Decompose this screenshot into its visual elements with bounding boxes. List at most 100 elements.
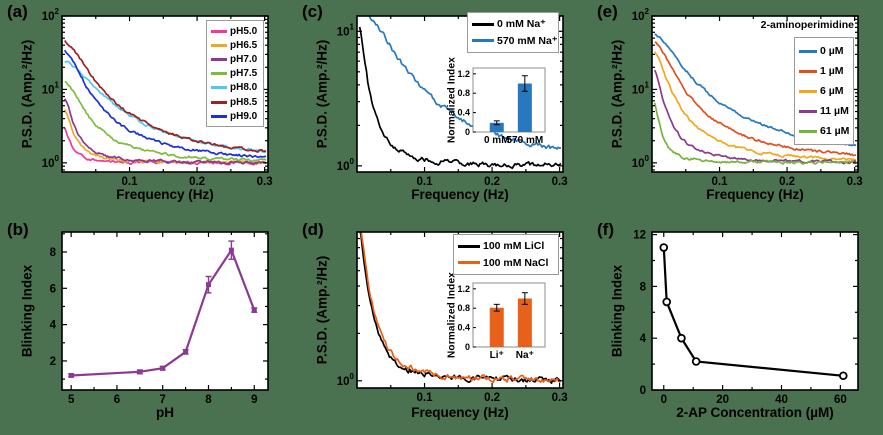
legend-line-swatch	[211, 114, 227, 118]
panel-e-y-axis-title: P.S.D. (Amp.²/Hz)	[609, 39, 625, 149]
legend-line-swatch	[211, 100, 227, 104]
svg-text:0.1: 0.1	[417, 176, 434, 188]
legend-label: 6 µM	[820, 85, 844, 97]
legend-label: pH8.0	[230, 82, 258, 94]
svg-text:4: 4	[50, 320, 57, 332]
legend-item-ph9-0: pH9.0	[211, 109, 261, 123]
panel-e-chart: 0.1 0.2 0.3 100 101 102	[632, 7, 863, 188]
svg-text:6: 6	[50, 283, 56, 295]
legend-label: 100 mM LiCl	[483, 240, 545, 253]
panel-e-x-axis-title: Frequency (Hz)	[706, 187, 804, 202]
legend-line-swatch	[799, 89, 817, 93]
panel-d-legend: 100 mM LiCl 100 mM NaCl	[453, 234, 559, 275]
panel-a-y-axis-title: P.S.D. (Amp.²/Hz)	[19, 39, 35, 149]
legend-line-swatch	[799, 109, 817, 113]
legend-item-ph8-0: pH8.0	[211, 81, 261, 95]
panel-e-legend: 0 µM 1 µM 6 µM 11 µM 61 µM	[794, 37, 854, 145]
svg-text:0.2: 0.2	[484, 176, 500, 188]
legend-line-swatch	[458, 261, 480, 265]
panel-f-x-axis-title: 2-AP Concentration (µM)	[676, 405, 834, 420]
svg-text:8: 8	[205, 394, 212, 406]
svg-text:20: 20	[716, 394, 729, 406]
panel-f-y-axis-title: Blinking Index	[609, 264, 625, 358]
panel-a-legend: pH5.0 pH6.5 pH7.0 pH7.5 pH8.0 pH8.5 pH9.0	[206, 20, 264, 128]
legend-label: pH9.0	[230, 110, 258, 122]
legend-label: pH5.0	[230, 25, 258, 37]
svg-text:0: 0	[465, 342, 470, 352]
svg-text:1.2: 1.2	[457, 69, 470, 79]
legend-line-swatch	[211, 29, 227, 33]
panel-b-y-axis-title: Blinking Index	[19, 264, 35, 358]
legend-line-swatch	[211, 43, 227, 47]
svg-text:6: 6	[114, 394, 120, 406]
svg-text:570 mM: 570 mM	[506, 135, 543, 146]
legend-label: 0 mM Na⁺	[497, 18, 546, 31]
svg-text:101: 101	[337, 22, 355, 38]
legend-label: pH7.0	[230, 53, 258, 65]
svg-text:0: 0	[640, 385, 646, 397]
svg-text:100: 100	[632, 154, 650, 170]
legend-label: pH7.5	[230, 68, 258, 80]
svg-text:100: 100	[337, 372, 355, 388]
panel-a: 0.1 0.2 0.3 100 101 102 (a) P.S.D. (Amp.²/Hz)…	[0, 0, 295, 210]
panel-a-tag: (a)	[7, 2, 28, 21]
legend-label: 0 µM	[820, 45, 844, 57]
svg-text:Li⁺: Li⁺	[490, 350, 504, 361]
panel-d-x-axis-title: Frequency (Hz)	[411, 405, 509, 420]
svg-text:0.1: 0.1	[122, 176, 139, 188]
legend-item-ph8-5: pH8.5	[211, 95, 261, 109]
legend-line-swatch	[799, 129, 817, 133]
legend-label: 11 µM	[820, 105, 849, 117]
svg-text:0.2: 0.2	[189, 176, 205, 188]
svg-text:0.4: 0.4	[457, 108, 470, 118]
legend-label: 570 mM Na⁺	[497, 34, 558, 47]
panel-e-legend-title: 2-aminoperimidine	[760, 19, 854, 31]
svg-text:0.8: 0.8	[457, 88, 470, 98]
svg-text:100: 100	[337, 157, 355, 173]
svg-text:0.3: 0.3	[847, 176, 863, 188]
svg-text:101: 101	[632, 80, 650, 96]
svg-text:102: 102	[632, 7, 650, 23]
svg-text:0.2: 0.2	[779, 176, 795, 188]
legend-line-swatch	[211, 57, 227, 61]
svg-text:12: 12	[633, 230, 646, 242]
legend-item-ph7-5: pH7.5	[211, 67, 261, 81]
panel-d-tag: (d)	[302, 220, 324, 239]
legend-item-100-mm-nacl: 100 mM NaCl	[458, 255, 556, 272]
svg-text:7: 7	[160, 394, 166, 406]
svg-text:4: 4	[640, 333, 647, 345]
legend-line-swatch	[211, 72, 227, 76]
panel-b-x-axis-title: pH	[156, 405, 174, 420]
svg-text:0.3: 0.3	[552, 392, 568, 404]
panel-f: 0 20 40 60 0 4 8 12 (f) Blinking Index 2-AP Con…	[590, 210, 883, 435]
panel-c-tag: (c)	[302, 2, 323, 21]
svg-text:8: 8	[640, 281, 647, 293]
svg-text:0.4: 0.4	[457, 323, 470, 333]
legend-item-0-mm-na-: 0 mM Na⁺	[472, 16, 556, 33]
svg-text:0: 0	[465, 127, 470, 137]
legend-line-swatch	[472, 39, 494, 43]
legend-item-6-m: 6 µM	[799, 81, 851, 101]
legend-item-570-mm-na-: 570 mM Na⁺	[472, 33, 558, 50]
legend-label: 61 µM	[820, 125, 850, 137]
panel-d-y-axis-title: P.S.D. (Amp.²/Hz)	[314, 255, 330, 365]
legend-line-swatch	[458, 244, 480, 248]
legend-line-swatch	[472, 22, 494, 26]
panel-e: 0.1 0.2 0.3 100 101 102 (e) P.S.D. (Amp.²/Hz)…	[590, 0, 883, 210]
panel-d-inset-y-axis-title: Normalized Index	[446, 272, 458, 358]
svg-text:0.1: 0.1	[712, 176, 729, 188]
svg-text:60: 60	[834, 394, 847, 406]
legend-label: pH8.5	[230, 96, 258, 108]
svg-text:0: 0	[661, 394, 667, 406]
panel-b-tag: (b)	[7, 220, 29, 239]
svg-text:40: 40	[775, 394, 788, 406]
svg-text:0 mM: 0 mM	[484, 135, 510, 146]
svg-text:100: 100	[42, 154, 60, 170]
legend-item-11-m: 11 µM	[799, 101, 851, 121]
svg-text:0.3: 0.3	[257, 176, 273, 188]
panel-f-tag: (f)	[597, 220, 614, 239]
svg-text:0.3: 0.3	[552, 176, 568, 188]
panel-c: 0.1 0.2 0.3 100 101 0 0.4 0.8 1.2 0 mM 570 mM (c) …	[295, 0, 590, 210]
panel-d: 0.1 0.2 0.3 100 0 0.4 0.8 1.2 Li⁺ Na⁺ (d) P.S.D. …	[295, 210, 590, 435]
legend-label: 1 µM	[820, 65, 844, 77]
